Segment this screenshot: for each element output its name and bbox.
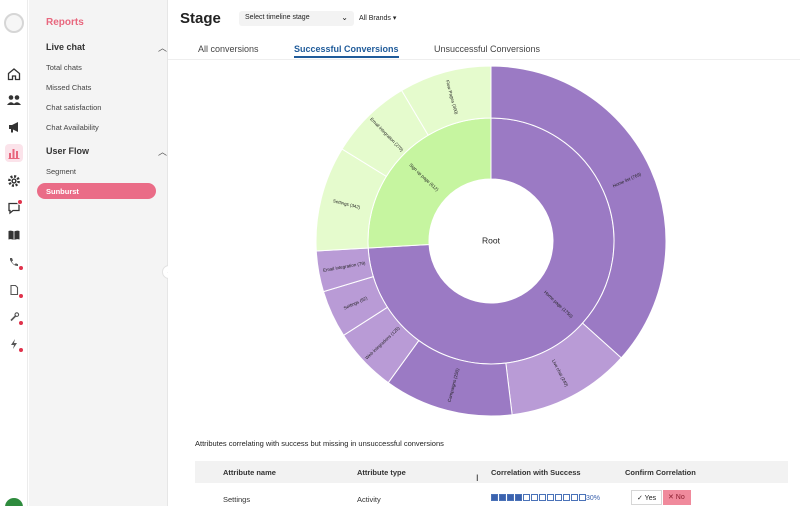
page-title: Stage bbox=[180, 10, 221, 27]
menu-item-chat-satisfaction[interactable]: Chat satisfaction bbox=[46, 103, 102, 112]
column-header: Confirm Correlation bbox=[625, 468, 696, 477]
menu-group-live-chat[interactable]: Live chat bbox=[46, 42, 86, 52]
sunburst-chart: Home page (1750)Sign up page (612) Home l… bbox=[315, 65, 667, 417]
table-row: Settings Activity 30% ✓ Yes ✕ No bbox=[195, 487, 788, 506]
attributes-title: Attributes correlating with success but … bbox=[195, 439, 444, 448]
correlation-cell bbox=[579, 494, 586, 501]
correlation-cell bbox=[507, 494, 514, 501]
reports-icon[interactable] bbox=[5, 144, 23, 162]
tab-successful-conversions[interactable]: Successful Conversions bbox=[294, 44, 399, 58]
bolt-icon[interactable] bbox=[5, 335, 24, 353]
correlation-cell bbox=[547, 494, 554, 501]
correlation-cell bbox=[499, 494, 506, 501]
correlation-cell bbox=[531, 494, 538, 501]
center-circle bbox=[430, 180, 552, 302]
megaphone-icon[interactable] bbox=[5, 118, 23, 136]
stage-select-value: Select timeline stage bbox=[245, 14, 310, 21]
phone-icon[interactable] bbox=[5, 253, 24, 271]
attribute-name: Settings bbox=[223, 495, 251, 504]
conversion-tabs: All conversions Successful Conversions U… bbox=[168, 40, 800, 60]
chat-icon[interactable] bbox=[5, 199, 23, 217]
main-content: Stage Select timeline stage ⌄ All Brands… bbox=[168, 0, 800, 506]
correlation-cell bbox=[563, 494, 570, 501]
outer-segment[interactable] bbox=[401, 65, 492, 136]
menu-item-total-chats[interactable]: Total chats bbox=[46, 63, 82, 72]
menu-item-segment[interactable]: Segment bbox=[46, 167, 77, 176]
text-cursor-icon: I bbox=[476, 473, 479, 483]
tab-unsuccessful-conversions[interactable]: Unsuccessful Conversions bbox=[434, 44, 541, 54]
settings-icon[interactable] bbox=[5, 172, 23, 190]
chevron-down-icon: ⌄ bbox=[341, 13, 348, 22]
users-icon[interactable] bbox=[5, 91, 23, 109]
correlation-cell bbox=[555, 494, 562, 501]
menu-item-chat-availability[interactable]: Chat Availability bbox=[46, 123, 99, 132]
correlation-cell bbox=[539, 494, 546, 501]
reports-menu: Reports Live chat ︿ Total chats Missed C… bbox=[29, 0, 168, 506]
correlation-percent: 30% bbox=[586, 495, 601, 502]
correlation-cell bbox=[523, 494, 530, 501]
chevron-up-icon[interactable]: ︿ bbox=[158, 43, 168, 53]
brand-select[interactable]: All Brands ▾ bbox=[359, 15, 397, 22]
chevron-up-icon[interactable]: ︿ bbox=[158, 147, 168, 157]
stage-select[interactable]: Select timeline stage ⌄ bbox=[239, 11, 354, 26]
icon-rail bbox=[0, 0, 28, 506]
column-header: Correlation with Success bbox=[491, 468, 581, 477]
menu-group-user-flow[interactable]: User Flow bbox=[46, 146, 90, 156]
outer-segment-label: Settings (342) bbox=[332, 198, 361, 210]
tool-icon[interactable] bbox=[5, 308, 24, 326]
attribute-type: Activity bbox=[357, 495, 381, 504]
correlation-meter bbox=[491, 494, 586, 501]
table-header: Attribute name Attribute type Correlatio… bbox=[195, 461, 788, 483]
correlation-cell bbox=[515, 494, 522, 501]
column-header: Attribute name bbox=[223, 468, 276, 477]
confirm-yes-button[interactable]: ✓ Yes bbox=[631, 490, 662, 505]
logo-icon[interactable] bbox=[4, 13, 24, 33]
document-icon[interactable] bbox=[5, 281, 24, 299]
correlation-cell bbox=[571, 494, 578, 501]
menu-item-missed-chats[interactable]: Missed Chats bbox=[46, 83, 92, 92]
outer-segment[interactable] bbox=[490, 65, 667, 359]
book-icon[interactable] bbox=[5, 226, 23, 244]
column-header: Attribute type bbox=[357, 468, 406, 477]
avatar[interactable] bbox=[5, 498, 23, 506]
menu-title: Reports bbox=[46, 17, 84, 28]
tab-all-conversions[interactable]: All conversions bbox=[198, 44, 259, 54]
menu-item-sunburst[interactable]: Sunburst bbox=[37, 183, 156, 199]
confirm-no-button[interactable]: ✕ No bbox=[663, 490, 691, 505]
correlation-cell bbox=[491, 494, 498, 501]
center-label: Root bbox=[482, 235, 501, 245]
home-icon[interactable] bbox=[5, 65, 23, 83]
